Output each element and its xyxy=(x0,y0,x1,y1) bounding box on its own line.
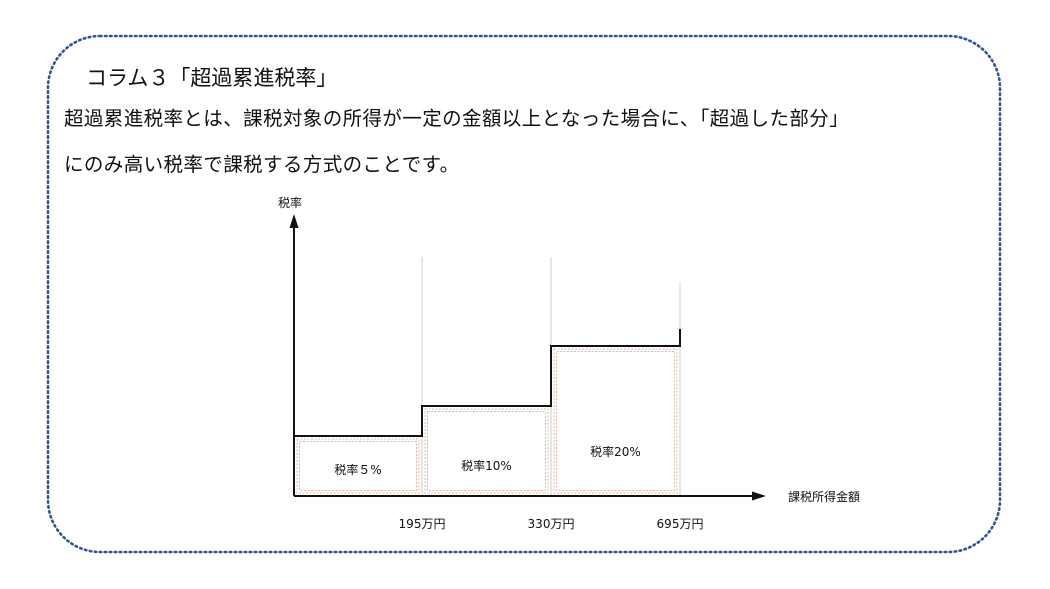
x-tick-label: 695万円 xyxy=(657,517,704,531)
y-axis-label: 税率 xyxy=(278,195,302,210)
x-tick-labels: 195万円 330万円 695万円 xyxy=(399,517,704,531)
bracket-box-inner xyxy=(556,351,675,491)
bracket-box xyxy=(424,408,549,494)
bracket-box xyxy=(553,348,678,494)
tax-rate-step-line xyxy=(294,329,681,437)
bracket-labels: 税率５% 税率10% 税率20% xyxy=(334,444,641,477)
bracket-box-inner xyxy=(299,441,417,491)
bracket-box-inner xyxy=(427,411,546,491)
bracket-label: 税率10% xyxy=(461,458,512,473)
intro-text-line-2: にのみ高い税率で課税する方式のことです。 xyxy=(64,153,460,176)
bracket-box xyxy=(296,438,420,494)
y-axis-arrowhead xyxy=(289,214,299,228)
bracket-label: 税率５% xyxy=(334,462,381,477)
x-tick-label: 195万円 xyxy=(399,517,446,531)
bracket-label: 税率20% xyxy=(590,444,641,459)
intro-text-line-1: 超過累進税率とは、課税対象の所得が一定の金額以上となった場合に、「超過した部分」 xyxy=(64,107,850,130)
x-axis-label: 課税所得金額 xyxy=(788,489,860,504)
column-title: コラム３「超過累進税率」 xyxy=(86,66,338,90)
x-axis-arrowhead xyxy=(752,491,766,501)
x-tick-label: 330万円 xyxy=(528,517,575,531)
bracket-boxes xyxy=(296,348,678,494)
